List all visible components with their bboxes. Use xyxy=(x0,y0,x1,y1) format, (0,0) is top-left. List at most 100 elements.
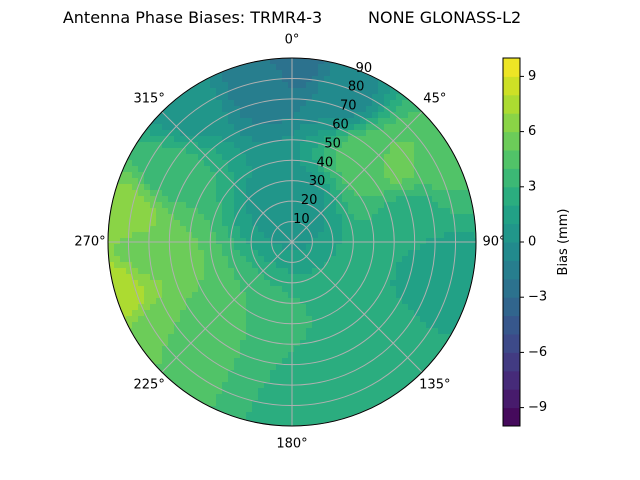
field-cell xyxy=(228,268,235,275)
field-cell xyxy=(258,274,265,281)
field-cell xyxy=(222,250,229,257)
field-cell xyxy=(252,388,259,395)
field-cell xyxy=(150,196,157,203)
field-cell xyxy=(312,106,319,113)
field-cell xyxy=(378,280,385,287)
field-cell xyxy=(156,196,163,203)
field-cell xyxy=(420,340,427,347)
field-cell xyxy=(276,142,283,149)
field-cell xyxy=(306,406,313,413)
field-cell xyxy=(342,340,349,347)
field-cell xyxy=(222,406,229,413)
field-cell xyxy=(174,88,181,95)
field-cell xyxy=(264,292,271,299)
field-cell xyxy=(270,352,277,359)
field-cell xyxy=(246,268,253,275)
field-cell xyxy=(210,124,217,131)
field-cell xyxy=(306,268,313,275)
field-cell xyxy=(360,274,367,281)
field-cell xyxy=(270,322,277,329)
field-cell xyxy=(318,286,325,293)
field-cell xyxy=(204,160,211,167)
field-cell xyxy=(384,196,391,203)
field-cell xyxy=(246,352,253,359)
field-cell xyxy=(474,196,476,203)
field-cell xyxy=(342,172,349,179)
field-cell xyxy=(300,172,307,179)
field-cell xyxy=(312,412,319,419)
field-cell xyxy=(150,172,157,179)
field-cell xyxy=(468,226,475,233)
field-cell xyxy=(378,250,385,257)
field-cell xyxy=(234,70,241,77)
field-cell xyxy=(372,352,379,359)
field-cell xyxy=(222,118,229,125)
field-cell xyxy=(402,148,409,155)
field-cell xyxy=(294,418,301,425)
field-cell xyxy=(210,352,217,359)
field-cell xyxy=(150,370,157,377)
field-cell xyxy=(342,112,349,119)
field-cell xyxy=(246,178,253,185)
field-cell xyxy=(174,268,181,275)
field-cell xyxy=(426,238,433,245)
field-cell xyxy=(252,358,259,365)
field-cell xyxy=(396,208,403,215)
field-cell xyxy=(228,382,235,389)
field-cell xyxy=(318,136,325,143)
field-cell xyxy=(228,274,235,281)
field-cell xyxy=(312,310,319,317)
field-cell xyxy=(408,118,415,125)
field-cell xyxy=(108,232,115,239)
field-cell xyxy=(372,226,379,233)
field-cell xyxy=(144,190,151,197)
field-cell xyxy=(216,124,223,131)
field-cell xyxy=(204,112,211,119)
field-cell xyxy=(144,136,151,143)
field-cell xyxy=(324,124,331,131)
field-cell xyxy=(390,376,397,383)
field-cell xyxy=(264,412,271,419)
field-cell xyxy=(282,400,289,407)
field-cell xyxy=(408,178,415,185)
field-cell xyxy=(258,220,265,227)
field-cell xyxy=(384,382,391,389)
field-cell xyxy=(402,190,409,197)
field-cell xyxy=(348,130,355,137)
field-cell xyxy=(294,406,301,413)
field-cell xyxy=(420,112,427,119)
field-cell xyxy=(174,388,181,395)
field-cell xyxy=(174,334,181,341)
field-cell xyxy=(264,358,271,365)
field-cell xyxy=(342,238,349,245)
field-cell xyxy=(402,316,409,323)
field-cell xyxy=(126,292,133,299)
field-cell xyxy=(438,334,445,341)
field-cell xyxy=(312,208,319,215)
field-cell xyxy=(234,214,241,221)
field-cell xyxy=(402,256,409,263)
field-cell xyxy=(444,226,451,233)
field-cell xyxy=(390,328,397,335)
field-cell xyxy=(390,172,397,179)
field-cell xyxy=(450,142,457,149)
field-cell xyxy=(216,94,223,101)
field-cell xyxy=(294,352,301,359)
field-cell xyxy=(360,202,367,209)
field-cell xyxy=(162,286,169,293)
field-cell xyxy=(186,298,193,305)
field-cell xyxy=(408,286,415,293)
field-cell xyxy=(234,148,241,155)
field-cell xyxy=(372,382,379,389)
field-cell xyxy=(420,298,427,305)
field-cell xyxy=(198,394,205,401)
field-cell xyxy=(414,298,421,305)
field-cell xyxy=(390,400,397,407)
field-cell xyxy=(402,202,409,209)
field-cell xyxy=(378,346,385,353)
field-cell xyxy=(174,220,181,227)
field-cell xyxy=(336,232,343,239)
field-cell xyxy=(306,394,313,401)
field-cell xyxy=(270,418,277,425)
